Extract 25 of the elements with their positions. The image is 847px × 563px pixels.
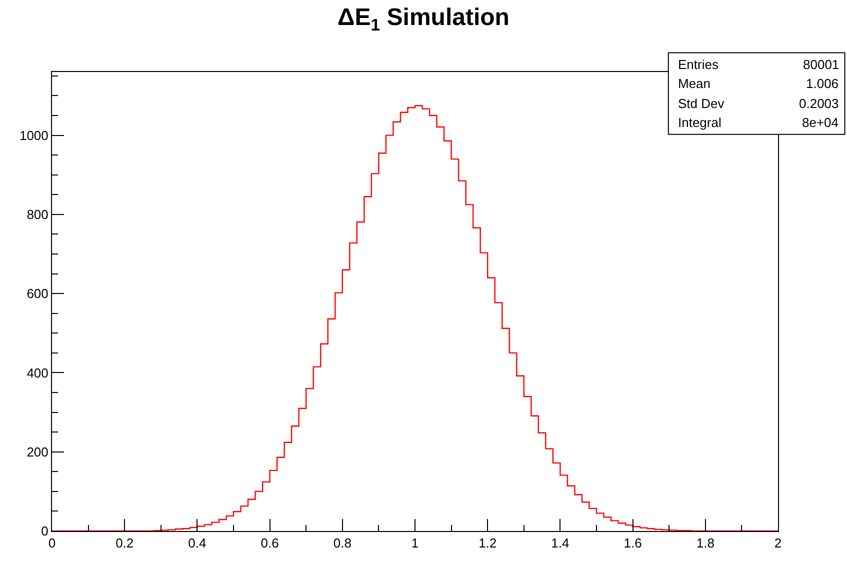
x-tick-label: 1.4 <box>551 536 570 551</box>
x-tick-label: 0.4 <box>188 536 206 551</box>
chart-title: ΔE$_{1}$ Simulation <box>338 4 510 34</box>
annotation: Integral <box>678 115 722 130</box>
annotation: Std Dev <box>678 96 725 111</box>
x-tick-label: 1.2 <box>478 536 497 551</box>
x-tick-label: 1 <box>411 536 419 551</box>
y-tick-label: 0 <box>41 524 48 539</box>
y-tick-label: 200 <box>26 444 48 460</box>
y-tick-label: 1000 <box>19 128 48 143</box>
text: 8e+04 <box>802 115 839 130</box>
x-tick-label: 0.6 <box>260 536 279 551</box>
text: 80001 <box>803 57 840 72</box>
x-tick-label: 1.6 <box>624 536 642 551</box>
x-tick-label: 2 <box>774 536 782 551</box>
y-tick-label: 600 <box>26 286 48 302</box>
annotation: Mean <box>678 76 711 91</box>
y-tick-label: 400 <box>26 365 48 380</box>
y-tick-label: 800 <box>26 207 48 222</box>
x-tick-label: 0.8 <box>333 536 352 551</box>
text: 1.006 <box>806 76 839 91</box>
x-tick-label: 0.2 <box>116 536 134 551</box>
annotation: Entries <box>678 57 719 72</box>
x-tick-label: 1.8 <box>696 536 714 551</box>
text: 0.2003 <box>799 96 839 111</box>
